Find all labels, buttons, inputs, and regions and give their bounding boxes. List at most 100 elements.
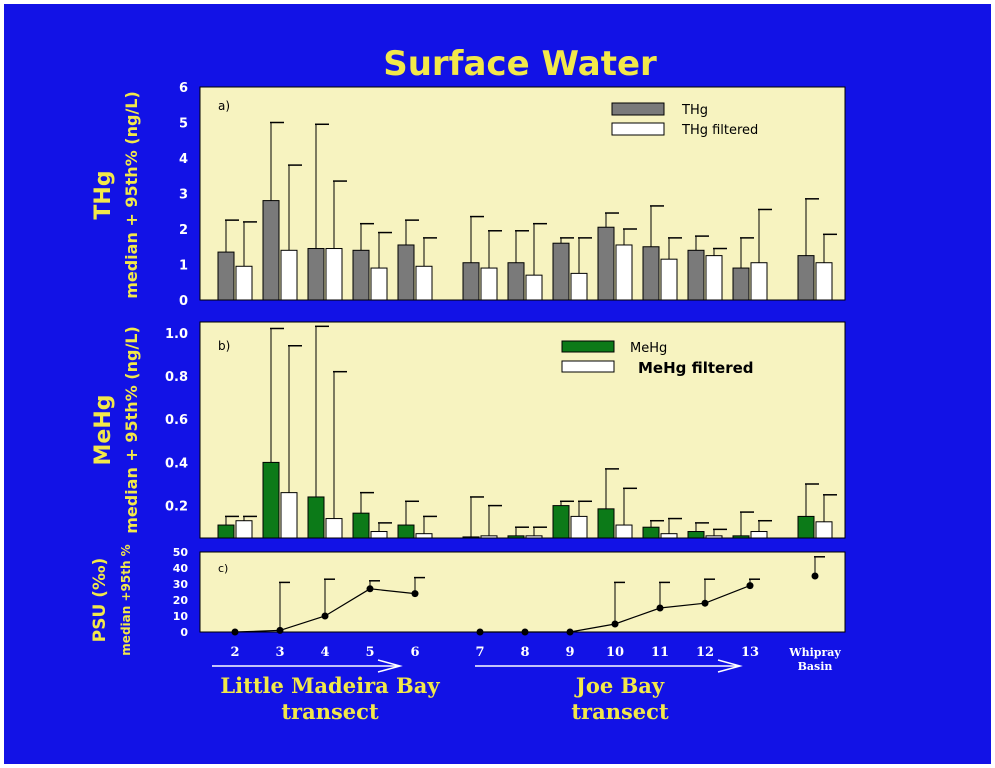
y-tick-label-b: 0.8 [165, 370, 188, 385]
psu-point [656, 604, 664, 612]
mehg-bar-filtered [415, 533, 433, 539]
panel-b-ylabel: median + 95th% (ng/L) [122, 326, 141, 534]
mehg-bar-total [642, 526, 660, 539]
x-tick-label: 10 [606, 645, 624, 660]
mehg-bar-filtered [235, 520, 253, 539]
panel-c-side-label: PSU (‰) [90, 558, 110, 642]
thg-bar-total [462, 262, 480, 301]
mehg-bar-filtered [615, 524, 633, 539]
thg-bar-total [307, 248, 325, 301]
legend-label-thg-filtered: THg filtered [681, 123, 758, 138]
panel-a-ylabel: median + 95th% (ng/L) [122, 91, 141, 299]
left-transect-label-line1: Little Madeira Bay [220, 673, 440, 698]
y-tick-label-c: 0 [180, 626, 188, 639]
x-tick-label: 8 [520, 645, 529, 660]
mehg-bar-filtered [370, 531, 388, 539]
x-tick-label: 5 [365, 645, 374, 660]
mehg-bar-total [462, 536, 480, 539]
x-tick-label: 11 [651, 645, 669, 660]
thg-bar-total [642, 246, 660, 301]
x-tick-label: 4 [320, 645, 329, 660]
thg-bar-filtered [235, 265, 253, 301]
thg-bar-filtered [615, 244, 633, 301]
thg-bar-total [397, 244, 415, 301]
psu-point [566, 628, 574, 636]
mehg-bar-total [732, 535, 750, 539]
mehg-bar-total [597, 508, 615, 539]
thg-bar-filtered [325, 248, 343, 301]
y-tick-label-a: 5 [179, 117, 188, 132]
y-tick-label-a: 3 [179, 188, 188, 203]
panel-b-side-label: MeHg [91, 395, 116, 466]
x-tick-label: 7 [475, 645, 484, 660]
mehg-bar-filtered [280, 492, 298, 539]
psu-point [411, 590, 419, 598]
psu-point [476, 628, 484, 636]
thg-bar-total [262, 200, 280, 301]
mehg-bar-filtered [705, 535, 723, 539]
psu-point [701, 599, 709, 607]
mehg-bar-filtered [480, 535, 498, 539]
legend-swatch-mehg [561, 340, 615, 353]
thg-bar-total [797, 255, 815, 301]
thg-bar-filtered [370, 267, 388, 301]
mehg-bar-filtered [525, 535, 543, 539]
legend-swatch-thg-filtered [611, 122, 665, 136]
thg-bar-filtered [480, 267, 498, 301]
mehg-bar-total [797, 515, 815, 539]
thg-bar-filtered [750, 262, 768, 301]
legend-label-thg: THg [681, 103, 708, 118]
x-tick-label: 12 [696, 645, 714, 660]
mehg-bar-total [307, 496, 325, 539]
legend-label-mehg: MeHg [630, 341, 667, 356]
mehg-bar-filtered [325, 518, 343, 539]
left-transect-label-line2: transect [281, 699, 379, 724]
panel-b-label: b) [218, 339, 230, 353]
mehg-bar-filtered [750, 531, 768, 539]
y-tick-label-a: 6 [179, 81, 188, 96]
x-tick-label: 9 [565, 645, 574, 660]
panel-c-background [199, 551, 846, 633]
thg-bar-total [507, 262, 525, 301]
thg-bar-filtered [705, 255, 723, 301]
mehg-bar-total [352, 512, 370, 539]
mehg-bar-total [687, 531, 705, 539]
thg-bar-filtered [570, 272, 588, 301]
psu-point [811, 572, 819, 580]
y-tick-label-a: 2 [179, 223, 188, 238]
y-tick-label-c: 40 [173, 562, 189, 575]
panel-a-side-label: THg [91, 170, 116, 219]
mehg-bar-filtered [815, 521, 833, 539]
chart-title: Surface Water [383, 44, 657, 84]
mehg-bar-filtered [660, 533, 678, 539]
right-transect-label-line2: transect [571, 699, 669, 724]
x-tick-label: 2 [230, 645, 239, 660]
thg-bar-total [687, 249, 705, 301]
thg-bar-total [732, 267, 750, 301]
right-transect-arrowhead [717, 659, 743, 673]
mehg-bar-filtered [570, 515, 588, 539]
x-tick-label: 6 [410, 645, 419, 660]
thg-bar-filtered [525, 274, 543, 301]
thg-bar-total [597, 226, 615, 301]
left-transect-arrowhead [377, 659, 403, 673]
y-tick-label-a: 4 [179, 152, 188, 167]
legend-label-mehg-filtered: MeHg filtered [638, 359, 754, 377]
psu-point [321, 612, 329, 620]
mehg-bar-total [552, 505, 570, 539]
thg-bar-total [217, 251, 235, 301]
x-tick-label-whipray: Whipray [788, 646, 841, 659]
right-transect-label-line1: Joe Bay [574, 673, 665, 698]
x-tick-label: 13 [741, 645, 759, 660]
psu-point [521, 628, 529, 636]
mehg-bar-total [397, 524, 415, 539]
thg-bar-filtered [660, 258, 678, 301]
psu-point [231, 628, 239, 636]
y-tick-label-a: 1 [179, 259, 188, 274]
psu-point [611, 620, 619, 628]
psu-point [746, 582, 754, 590]
y-tick-label-c: 20 [173, 594, 189, 607]
psu-point [276, 626, 284, 634]
